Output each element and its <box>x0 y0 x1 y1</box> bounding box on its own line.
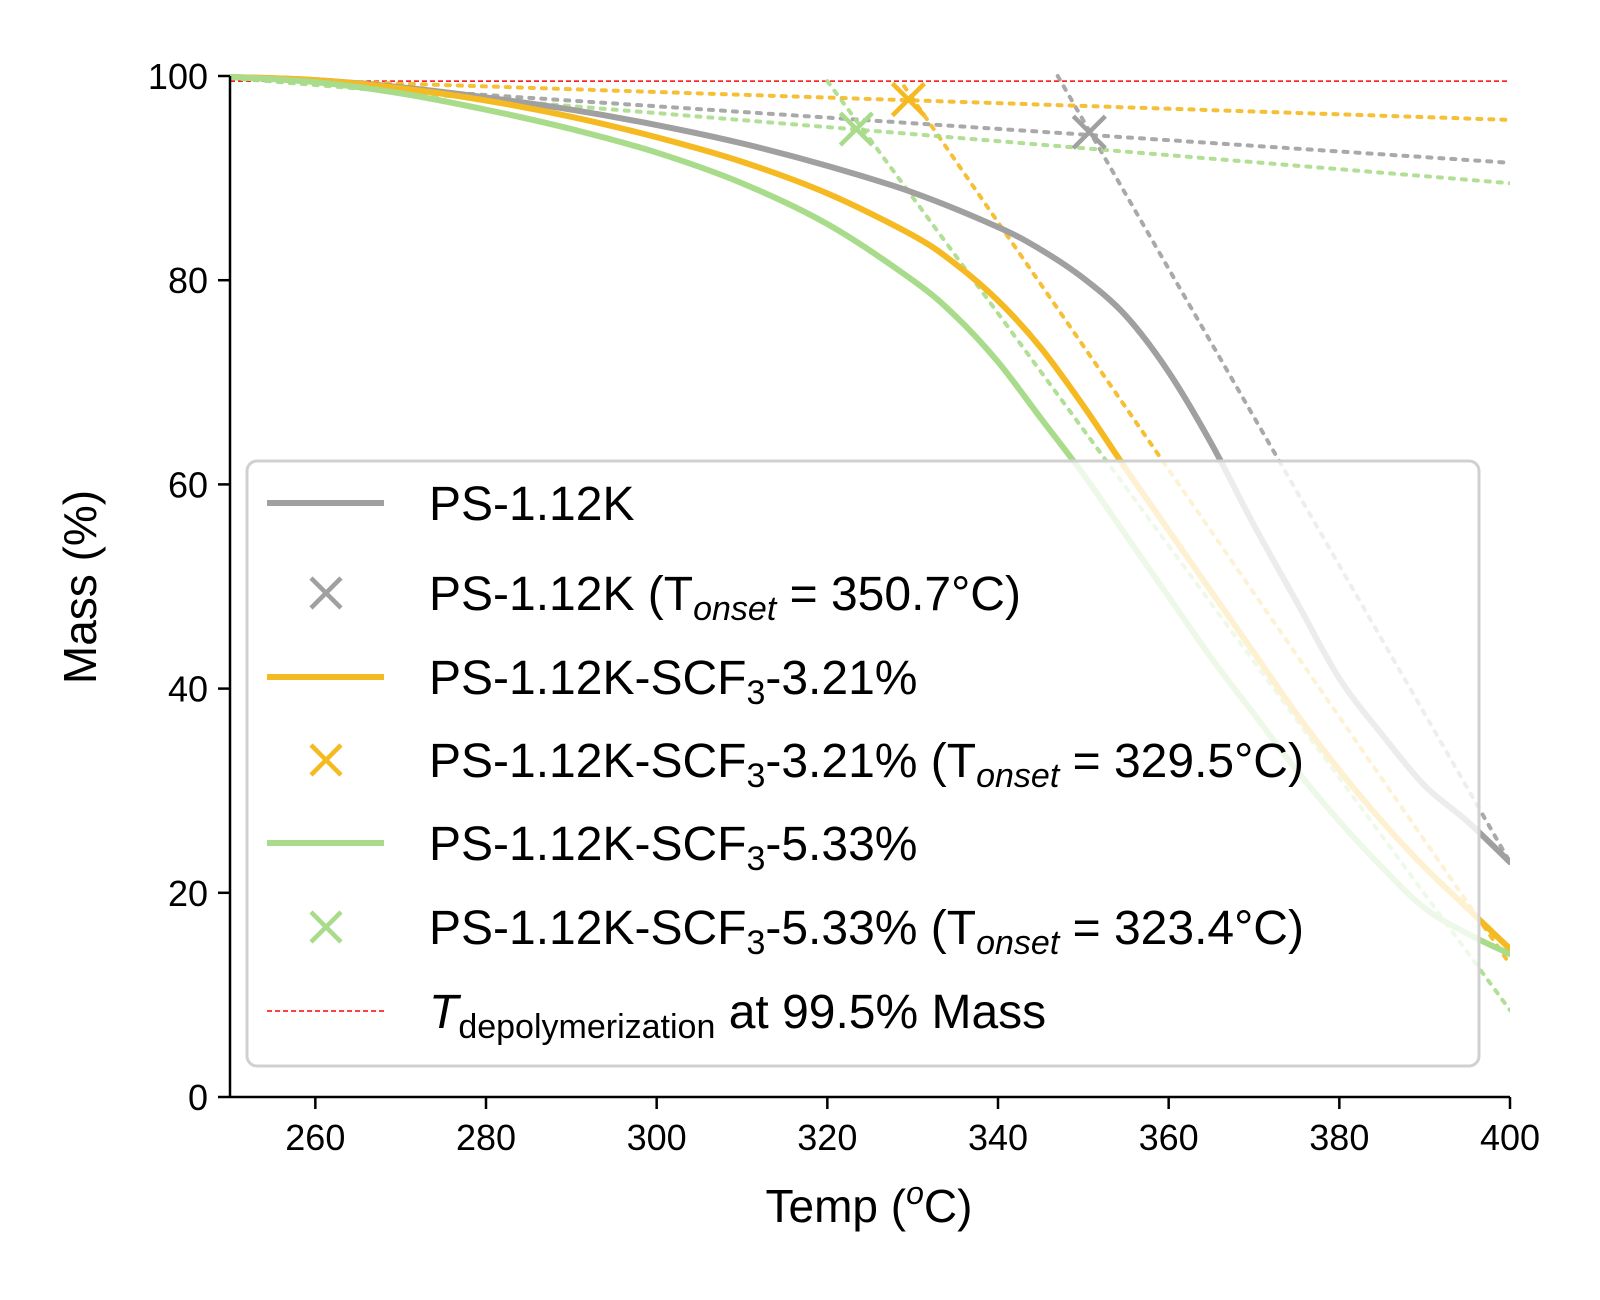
legend-entries: PS-1.12K PS-1.12K (Tonset = 350.7°C) PS-1.… <box>267 478 1304 1046</box>
legend-label: Tdepolymerization at 99.5% Mass <box>429 986 1046 1046</box>
legend-label: PS-1.12K-SCF3-3.21% (Tonset = 329.5°C) <box>429 735 1304 795</box>
legend-label: PS-1.12K-SCF3-3.21% <box>429 652 917 712</box>
y-axis-title: Mass (%) <box>54 490 106 684</box>
x-tick-label: 380 <box>1309 1117 1369 1158</box>
legend-item-line-2: PS-1.12K-SCF3-3.21% <box>267 652 917 712</box>
y-tick-label: 60 <box>168 464 208 505</box>
x-tick-label: 300 <box>627 1117 687 1158</box>
y-tick-label: 20 <box>168 873 208 914</box>
x-tick-label: 360 <box>1139 1117 1199 1158</box>
axes: 260 280 300 320 340 360 380 400 0 20 40 60 80 100 <box>148 56 1540 1158</box>
legend-label: PS-1.12K-SCF3-5.33% <box>429 818 917 878</box>
onset-marker-2 <box>890 81 926 118</box>
legend-label: PS-1.12K <box>429 478 634 531</box>
legend-item-line-3: PS-1.12K-SCF3-5.33% <box>267 818 917 878</box>
legend-item-line-1: PS-1.12K <box>267 478 634 531</box>
legend-item-reference: Tdepolymerization at 99.5% Mass <box>267 986 1046 1046</box>
x-tick-label: 340 <box>968 1117 1028 1158</box>
legend-x-swatch <box>309 910 343 944</box>
x-tick-label: 320 <box>797 1117 857 1158</box>
legend-label: PS-1.12K-SCF3-5.33% (Tonset = 323.4°C) <box>429 902 1304 962</box>
onset-marker-3 <box>838 111 874 147</box>
x-axis-title: Temp (oC) <box>766 1175 973 1232</box>
x-tick-label: 280 <box>456 1117 516 1158</box>
onset-marker-1 <box>1071 114 1107 150</box>
x-tick-label: 400 <box>1480 1117 1540 1158</box>
legend-x-swatch <box>309 743 343 777</box>
tangent-line-2-1 <box>230 76 1510 122</box>
y-tick-label: 0 <box>188 1077 208 1118</box>
legend-label: PS-1.12K (Tonset = 350.7°C) <box>429 568 1021 628</box>
legend: PS-1.12K PS-1.12K (Tonset = 350.7°C) PS-1.… <box>245 459 1481 1068</box>
y-ticks: 0 20 40 60 80 100 <box>148 56 230 1118</box>
legend-item-marker-3: PS-1.12K-SCF3-5.33% (Tonset = 323.4°C) <box>309 902 1304 962</box>
y-tick-label: 100 <box>148 56 208 97</box>
y-tick-label: 40 <box>168 669 208 710</box>
x-ticks: 260 280 300 320 340 360 380 400 <box>285 1097 1540 1158</box>
legend-frame <box>245 459 1481 1068</box>
y-tick-label: 80 <box>168 260 208 301</box>
x-tick-label: 260 <box>285 1117 345 1158</box>
legend-item-marker-2: PS-1.12K-SCF3-3.21% (Tonset = 329.5°C) <box>309 735 1304 795</box>
tangent-line-1-1 <box>230 76 1510 165</box>
legend-item-marker-1: PS-1.12K (Tonset = 350.7°C) <box>309 568 1021 628</box>
legend-x-swatch <box>309 576 343 610</box>
